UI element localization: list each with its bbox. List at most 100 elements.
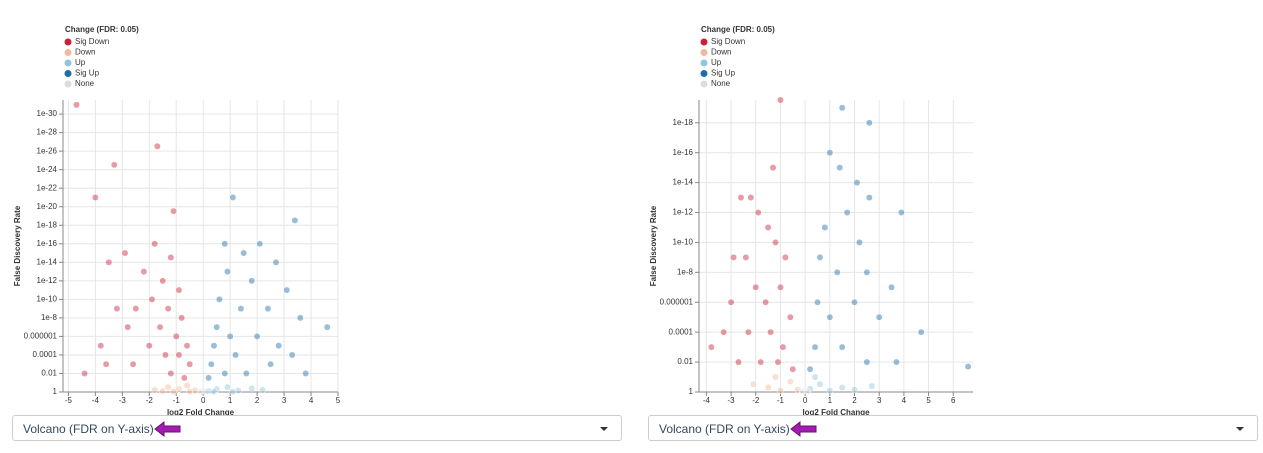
point: [237, 305, 245, 313]
point: [210, 342, 218, 350]
point: [764, 384, 772, 391]
point: [779, 343, 787, 351]
point: [816, 253, 824, 261]
legend-swatch: [700, 38, 708, 46]
x-tick-label: -2: [146, 396, 154, 405]
point: [102, 360, 110, 368]
point: [833, 268, 841, 276]
point: [789, 365, 797, 373]
point: [826, 313, 834, 321]
point: [148, 295, 156, 303]
view-dropdown[interactable]: Volcano (FDR on Y-axis): [12, 415, 622, 441]
point: [816, 380, 824, 388]
point: [893, 358, 900, 366]
view-dropdown[interactable]: Volcano (FDR on Y-axis): [648, 415, 1258, 441]
x-tick-label: -1: [173, 396, 181, 405]
x-tick-label: -3: [119, 396, 127, 405]
point: [205, 387, 213, 395]
point: [811, 343, 819, 351]
point: [749, 380, 757, 388]
point: [752, 283, 760, 291]
point: [97, 342, 105, 350]
point: [754, 209, 762, 216]
point: [917, 328, 925, 336]
x-tick-label: 5: [926, 396, 931, 405]
point: [774, 358, 782, 366]
point: [191, 387, 199, 395]
y-tick-label: 1e-18: [37, 220, 58, 229]
legend-label: None: [75, 79, 95, 88]
point: [744, 328, 752, 336]
y-tick-label: 0.01: [41, 369, 57, 378]
y-tick-label: 1e-22: [37, 183, 58, 192]
point: [224, 383, 231, 391]
point: [178, 314, 186, 322]
legend-swatch: [64, 49, 72, 56]
point: [777, 96, 784, 104]
point: [205, 374, 213, 382]
y-tick-label: 1e-26: [37, 146, 58, 155]
legend-swatch: [64, 59, 72, 67]
x-tick-label: -4: [92, 396, 100, 405]
legend-label: Sig Down: [711, 37, 745, 46]
point: [757, 358, 765, 366]
x-tick-label: -1: [777, 396, 785, 405]
y-axis-title: False Discovery Rate: [649, 205, 658, 286]
point: [162, 351, 169, 359]
x-tick-label: 2: [255, 396, 260, 405]
point: [267, 360, 275, 368]
legend-swatch: [700, 80, 708, 88]
point: [777, 387, 784, 395]
legend-swatch: [700, 70, 708, 77]
point: [806, 365, 814, 373]
point: [167, 370, 175, 377]
point: [259, 386, 266, 394]
y-tick-label: 1e-10: [673, 238, 694, 247]
point: [113, 305, 121, 313]
point: [863, 358, 871, 366]
point: [224, 268, 231, 276]
point: [735, 358, 742, 366]
y-tick-label: 1e-16: [37, 239, 58, 248]
point: [826, 149, 834, 157]
point: [786, 313, 794, 321]
point: [764, 224, 772, 231]
point: [291, 216, 299, 224]
y-tick-label: 1e-8: [677, 267, 694, 276]
y-tick-label: 0.0001: [33, 350, 58, 359]
legend-swatch: [64, 80, 72, 88]
point: [272, 258, 280, 266]
point: [323, 323, 331, 331]
point: [253, 332, 261, 340]
legend-label: Down: [711, 48, 731, 57]
point: [172, 332, 180, 340]
point: [248, 384, 256, 392]
point: [226, 332, 234, 340]
y-tick-label: 1e-18: [673, 118, 694, 127]
point: [838, 343, 846, 351]
point: [240, 249, 248, 257]
point: [865, 119, 873, 127]
point: [838, 104, 846, 112]
point: [132, 305, 140, 313]
point: [91, 194, 99, 201]
y-tick-label: 1e-16: [673, 148, 694, 157]
y-tick-label: 0.000001: [660, 297, 694, 306]
point: [875, 313, 883, 321]
x-tick-label: 1: [828, 396, 833, 405]
point: [210, 388, 218, 396]
point: [81, 370, 89, 377]
point: [804, 388, 812, 396]
point: [180, 374, 188, 382]
point: [164, 383, 172, 391]
y-tick-label: 0.0001: [669, 327, 694, 336]
point: [140, 268, 148, 276]
point: [242, 370, 250, 377]
point: [264, 305, 272, 313]
point: [170, 388, 177, 396]
point: [283, 286, 291, 294]
x-tick-label: 2: [852, 396, 857, 405]
legend-title: Change (FDR: 0.05): [701, 25, 775, 34]
x-axis-title: log2 Fold Change: [167, 408, 235, 417]
y-tick-label: 1e-30: [37, 109, 58, 118]
